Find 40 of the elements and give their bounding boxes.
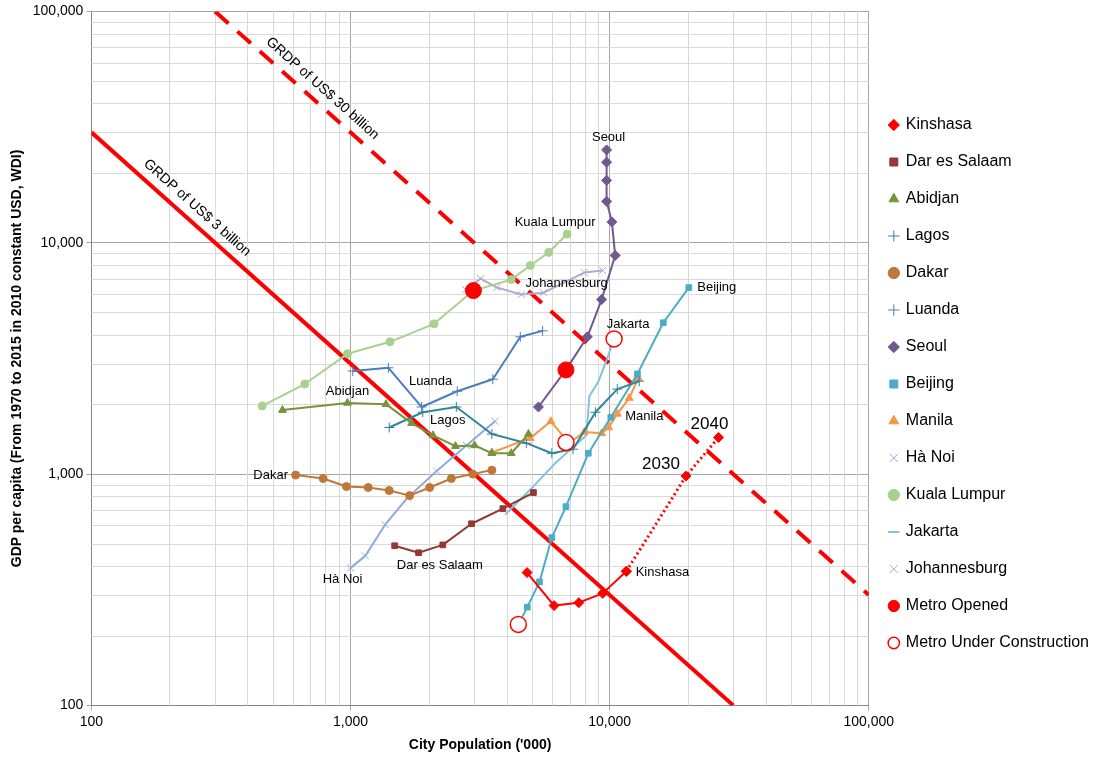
- annotation: Seoul: [591, 129, 626, 145]
- legend-label: Dakar: [905, 263, 950, 281]
- annotation: Lagos: [430, 411, 466, 427]
- x-tick-label: 100: [79, 712, 104, 729]
- legend-label: Beijing: [905, 374, 954, 392]
- annotation: Kinshasa: [635, 563, 690, 579]
- legend-label: Hà Noi: [905, 448, 955, 466]
- legend-label: Seoul: [905, 337, 947, 355]
- y-tick-label: 10,000: [40, 233, 84, 250]
- x-tick-label: 100,000: [843, 712, 895, 729]
- annotation: Dar es Salaam: [396, 557, 483, 573]
- y-tick-label: 1,000: [48, 464, 84, 481]
- annotation: Manila: [625, 408, 665, 424]
- y-tick-label: 100: [60, 696, 84, 713]
- x-axis-title: City Population ('000): [408, 736, 552, 753]
- annotation: Kuala Lumpur: [514, 213, 597, 229]
- legend-label: Metro Opened: [905, 596, 1009, 614]
- x-tick-label: 10,000: [588, 712, 632, 729]
- annotation: Jakarta: [606, 316, 651, 332]
- legend-label: Johannesburg: [905, 559, 1008, 577]
- legend-label: Kuala Lumpur: [905, 485, 1007, 503]
- annotation: Luanda: [408, 372, 454, 388]
- x-tick-label: 1,000: [333, 712, 369, 729]
- legend-label: Kinshasa: [905, 115, 972, 133]
- annotation: Beijing: [697, 279, 737, 295]
- annotation: 2040: [690, 414, 729, 434]
- legend-label: Lagos: [905, 226, 950, 244]
- annotation: Johannesburg: [525, 275, 608, 291]
- annotation: 2030: [642, 453, 680, 473]
- legend-label: Metro Under Construction: [905, 633, 1089, 651]
- y-axis-title: GDP per capita (From 1970 to 2015 in 2010 constant USD, WDI): [8, 149, 25, 568]
- annotation: Hà Noi: [322, 571, 363, 587]
- legend-label: Abidjan: [905, 189, 960, 207]
- legend-label: Manila: [905, 411, 954, 429]
- legend-label: Dar es Salaam: [905, 152, 1012, 170]
- y-tick-label: 100,000: [32, 2, 84, 19]
- legend-label: Jakarta: [905, 522, 959, 540]
- annotation: Abidjan: [325, 382, 370, 398]
- annotation: Dakar: [253, 466, 289, 482]
- legend-label: Luanda: [905, 300, 960, 318]
